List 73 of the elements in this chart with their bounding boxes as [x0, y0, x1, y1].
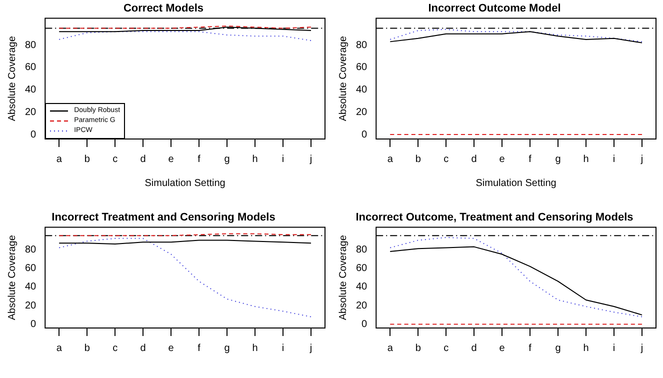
x-tick-label: e: [168, 342, 174, 354]
x-tick-label: i: [612, 154, 616, 165]
y-tick-label: 40: [356, 84, 368, 96]
line-series: [58, 238, 312, 318]
chart-title: Correct Models: [123, 2, 204, 15]
x-tick-label: b: [84, 342, 90, 354]
y-tick-label: 0: [362, 129, 368, 140]
x-tick-label: a: [56, 154, 62, 165]
x-tick-label: h: [583, 154, 589, 165]
y-tick-label: 80: [25, 244, 37, 256]
x-tick-label: g: [555, 342, 561, 354]
x-tick-label: h: [252, 342, 258, 354]
x-tick-label: i: [282, 342, 284, 354]
y-tick-label: 20: [356, 300, 368, 312]
x-tick-label: g: [555, 154, 561, 165]
x-tick-label: f: [198, 342, 201, 354]
x-tick-label: h: [583, 342, 589, 354]
x-tick-label: d: [471, 154, 477, 165]
y-tick-label: 60: [25, 263, 37, 274]
x-tick-label: d: [140, 342, 146, 354]
x-tick-label: e: [499, 154, 506, 165]
y-tick-label: 40: [356, 282, 368, 293]
x-tick-label: h: [252, 154, 258, 165]
x-tick-label: f: [528, 154, 532, 165]
x-tick-label: b: [84, 154, 90, 165]
y-tick-label: 0: [362, 319, 368, 330]
x-tick-label: c: [444, 154, 449, 165]
line-series: [390, 28, 643, 42]
x-axis-title: Simulation Setting: [144, 178, 226, 189]
y-tick-label: 60: [356, 62, 368, 74]
x-tick-label: a: [387, 342, 394, 354]
y-tick-label: 80: [356, 244, 368, 256]
x-tick-label: e: [499, 342, 506, 354]
x-tick-label: e: [168, 154, 174, 165]
chart-title: Incorrect Outcome, Treatment and Censoring Models: [356, 212, 634, 224]
x-tick-label: g: [224, 154, 230, 165]
x-tick-label: c: [112, 342, 118, 354]
y-tick-label: 20: [25, 300, 37, 312]
y-axis-title: Absolute Coverage: [6, 234, 18, 320]
x-tick-label: f: [528, 342, 532, 354]
x-tick-label: j: [640, 342, 644, 354]
y-axis-title: Absolute Coverage: [6, 36, 18, 122]
chart-title: Incorrect Treatment and Censoring Models: [52, 212, 276, 224]
x-tick-label: a: [56, 342, 62, 354]
x-tick-label: j: [308, 342, 312, 354]
y-axis-title: Absolute Coverage: [338, 36, 349, 122]
y-tick-label: 40: [25, 84, 37, 96]
x-tick-label: g: [224, 342, 230, 354]
chart-title: Incorrect Outcome Model: [428, 2, 561, 15]
x-tick-label: d: [471, 342, 477, 354]
y-tick-label: 80: [356, 40, 368, 51]
y-tick-label: 40: [25, 282, 37, 293]
y-axis-title: Absolute Coverage: [338, 234, 349, 320]
y-tick-label: 20: [25, 106, 37, 118]
x-tick-label: b: [415, 154, 422, 165]
y-tick-label: 60: [356, 263, 368, 274]
x-tick-label: j: [308, 154, 312, 165]
x-tick-label: j: [640, 154, 644, 165]
x-tick-label: b: [415, 342, 422, 354]
y-tick-label: 20: [356, 106, 368, 118]
y-tick-label: 80: [25, 40, 37, 51]
y-tick-label: 0: [30, 319, 37, 330]
x-tick-label: a: [387, 154, 394, 165]
y-tick-label: 0: [30, 129, 37, 140]
x-axis-title: Simulation Setting: [476, 178, 556, 189]
x-tick-label: d: [140, 154, 146, 165]
y-tick-label: 60: [25, 62, 37, 74]
x-tick-label: c: [112, 154, 118, 165]
line-series: [58, 31, 312, 42]
x-tick-label: i: [282, 154, 284, 165]
x-tick-label: f: [198, 154, 201, 165]
x-tick-label: i: [612, 342, 616, 354]
x-tick-label: c: [444, 342, 449, 354]
